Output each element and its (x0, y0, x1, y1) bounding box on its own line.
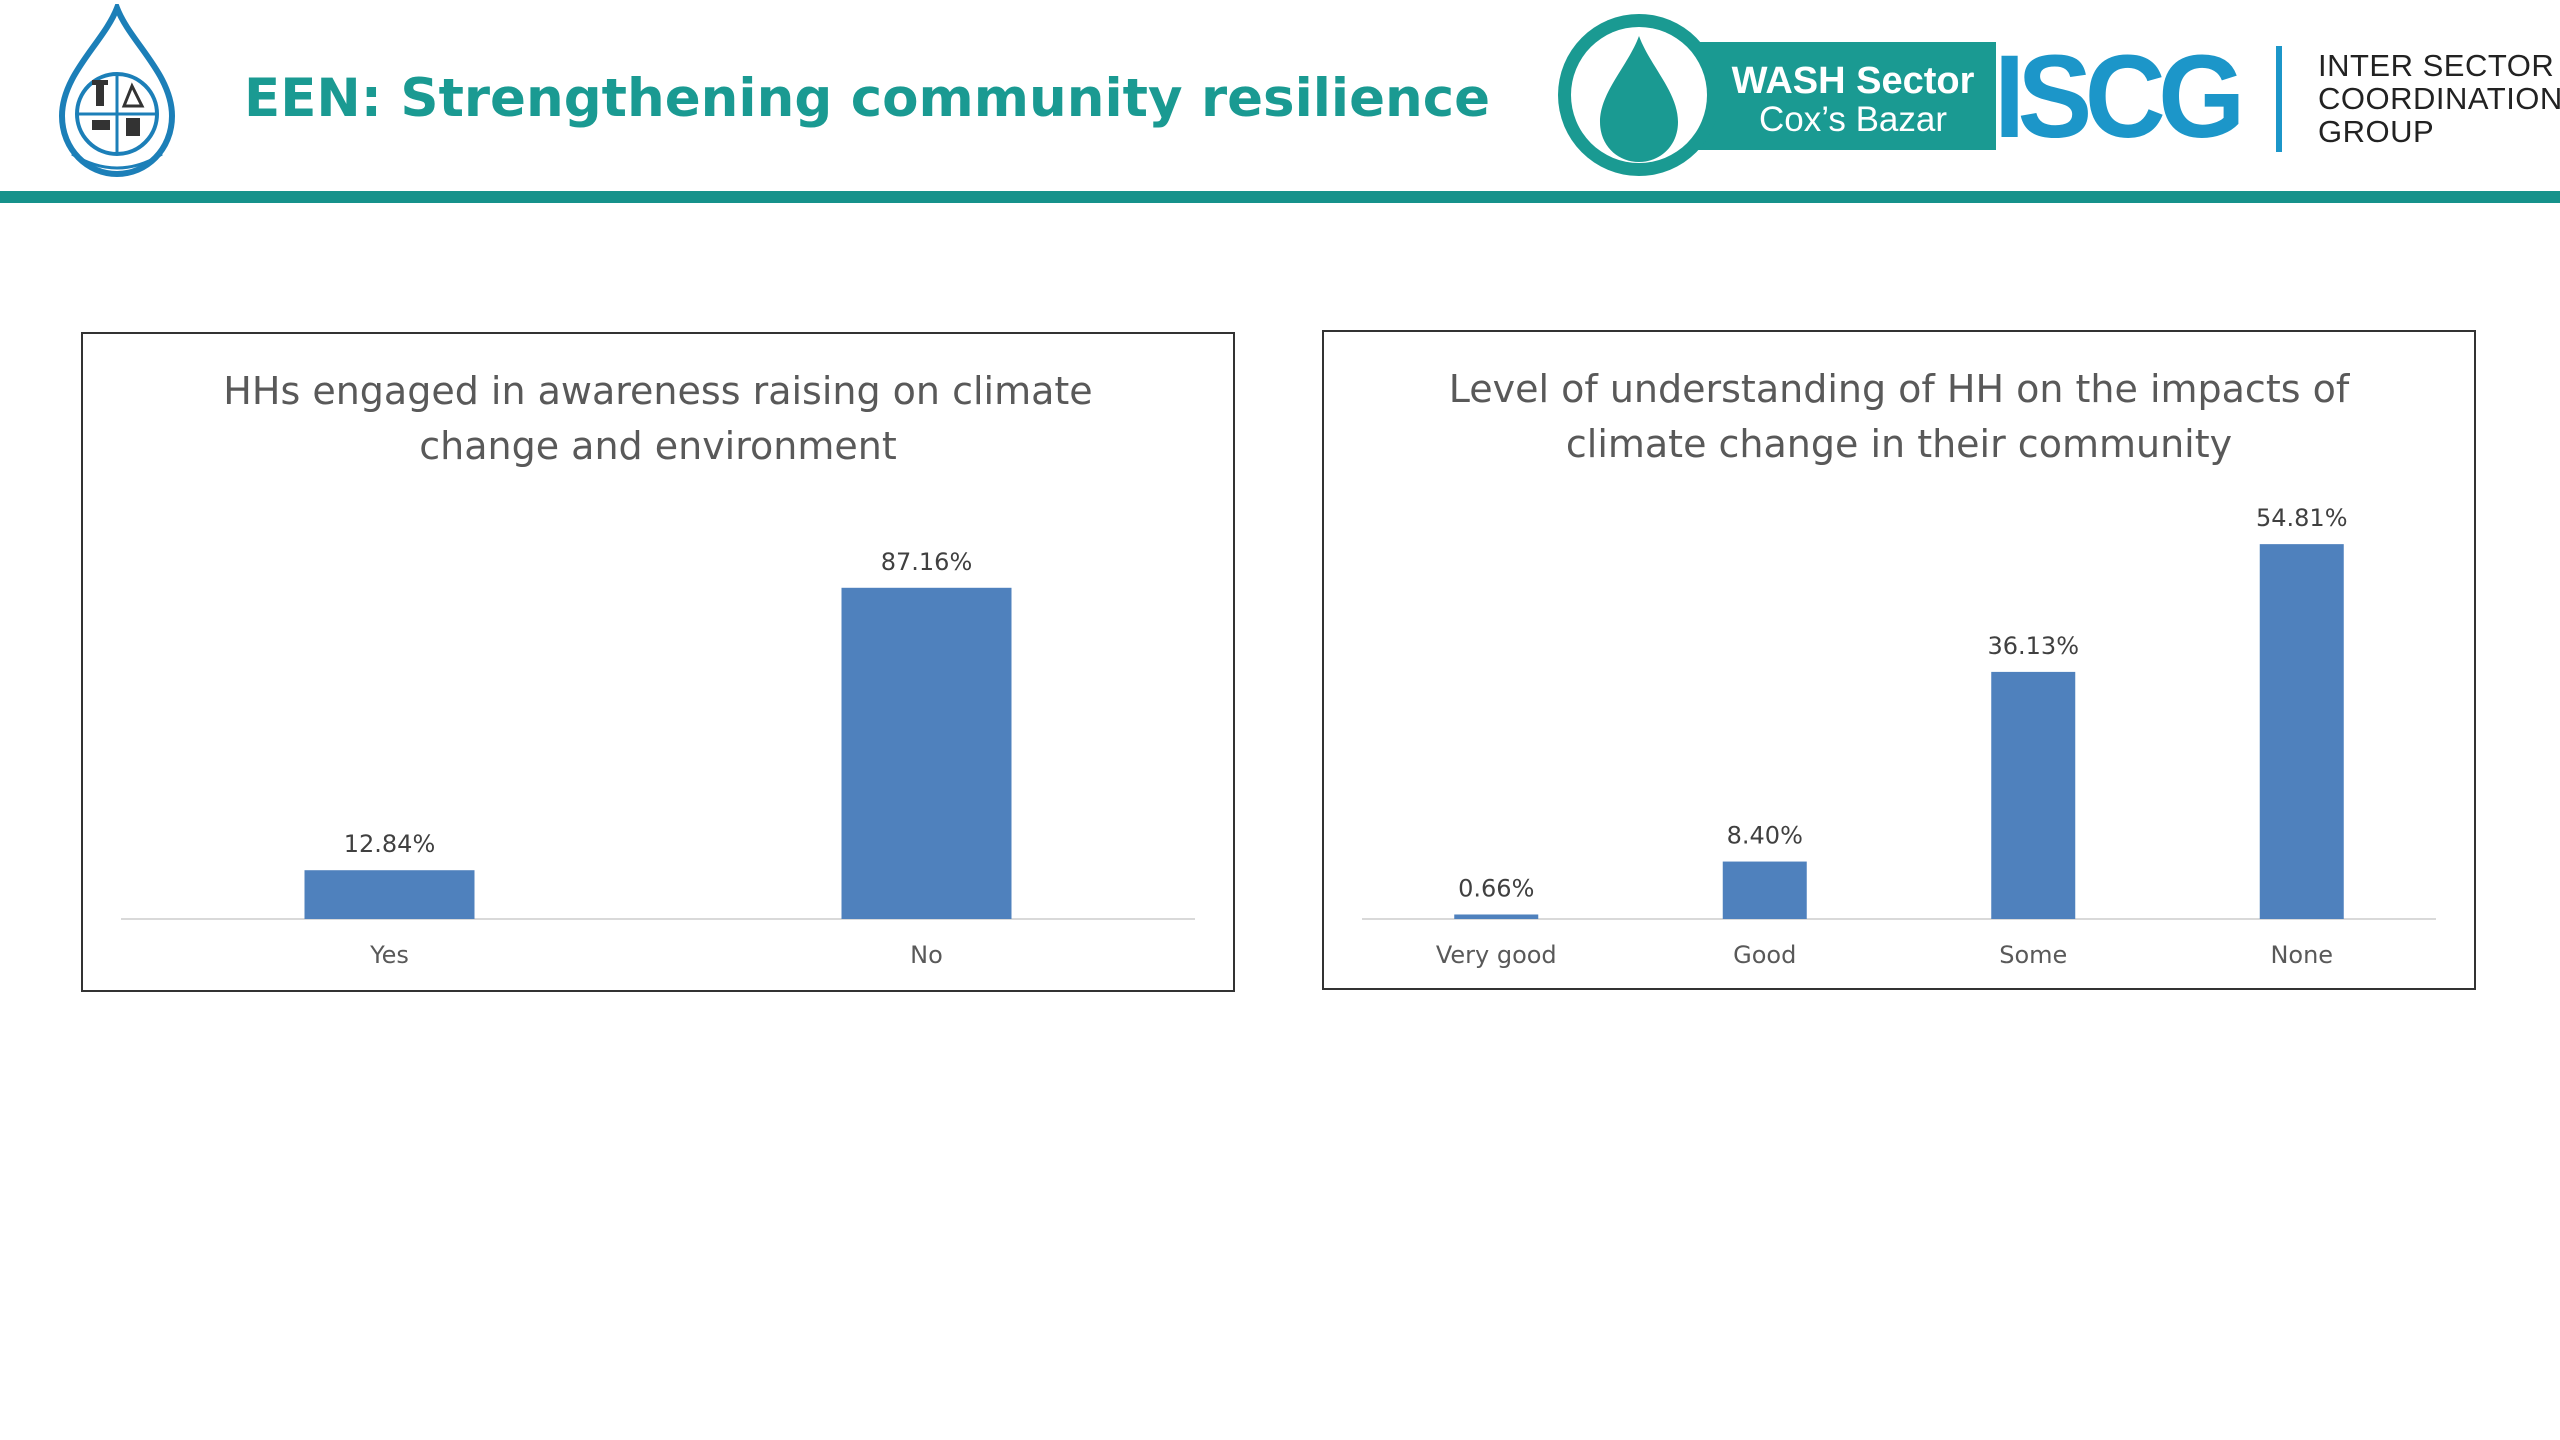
chart-hhs-awareness-raising: HHs engaged in awareness raising on clim… (81, 332, 1235, 992)
chart-1-category-label: Yes (369, 941, 409, 969)
dphe-emblem-logo (58, 4, 176, 178)
chart-2-title-line2: climate change in their community (1565, 422, 2233, 466)
page-title: EEN: Strengthening community resilience (244, 68, 1491, 129)
chart-2-data-label: 36.13% (1987, 632, 2079, 660)
coxs-bazar-label: Cox’s Bazar (1758, 100, 1948, 139)
chart-2-category-label: None (2270, 941, 2333, 969)
chart-2-data-label: 0.66% (1458, 874, 1534, 902)
chart-understanding-climate-impacts: Level of understanding of HH on the impa… (1322, 330, 2476, 990)
iscg-subtitle-line1: INTER SECTOR (2318, 48, 2555, 83)
chart-2-bar-none (2259, 544, 2344, 919)
wash-sector-badge-logo (1558, 14, 1996, 176)
chart-2-category-label: Some (1999, 941, 2067, 969)
chart-2-plot: 0.66% Very good 8.40% Good 36.13% Some 54.81% N… (1362, 504, 2436, 969)
chart-2-data-label: 8.40% (1727, 822, 1803, 850)
chart-2-category-label: Very good (1436, 941, 1557, 969)
chart-1-title-line1: HHs engaged in awareness raising on clim… (223, 369, 1093, 413)
chart-1-data-label: 87.16% (881, 548, 973, 576)
chart-2-bar-some (1991, 671, 2076, 919)
iscg-subtitle-line2: COORDINATION (2318, 81, 2560, 116)
chart-2-bar-very-good (1454, 914, 1539, 919)
chart-1-plot: 12.84% Yes 87.16% No (121, 548, 1195, 969)
header-rule (0, 191, 2560, 203)
wash-sector-label: WASH Sector (1731, 60, 1975, 102)
chart-2-bar-good (1722, 861, 1807, 919)
chart-1-bar-yes (304, 870, 475, 919)
chart-1-data-label: 12.84% (344, 830, 436, 858)
chart-2-data-label: 54.81% (2256, 504, 2348, 532)
iscg-logo-wordmark: ISCG (1994, 31, 2245, 163)
chart-2-title-line1: Level of understanding of HH on the impa… (1448, 367, 2350, 411)
chart-2-category-label: Good (1733, 941, 1796, 969)
iscg-subtitle-line3: GROUP (2318, 114, 2435, 149)
chart-1-title-line2: change and environment (419, 424, 897, 468)
chart-1-category-label: No (910, 941, 943, 969)
chart-1-bar-no (841, 587, 1012, 919)
iscg-divider (2276, 46, 2282, 152)
